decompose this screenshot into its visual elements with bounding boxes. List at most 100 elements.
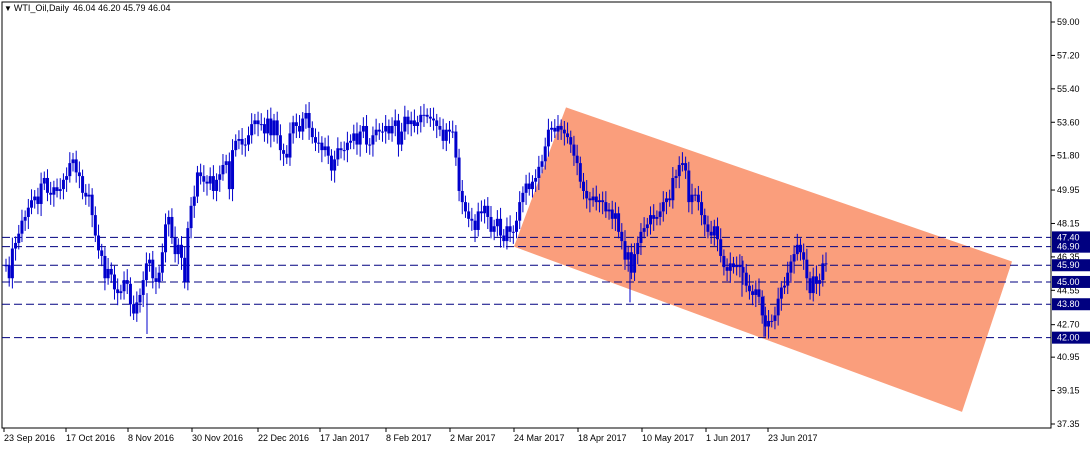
price-label-box[interactable] bbox=[1052, 275, 1090, 288]
candle-body bbox=[227, 161, 231, 190]
candle-body bbox=[298, 125, 302, 132]
candle-body bbox=[795, 244, 799, 255]
candle-body bbox=[52, 187, 56, 195]
candle-body bbox=[735, 265, 739, 268]
candle-body bbox=[416, 122, 420, 126]
candle-body bbox=[20, 220, 24, 234]
candle-body bbox=[629, 252, 633, 273]
candle-body bbox=[266, 118, 270, 134]
candle-body bbox=[620, 231, 624, 242]
candle-body bbox=[626, 252, 630, 260]
candle-body bbox=[183, 257, 187, 282]
candle-body bbox=[824, 263, 828, 265]
candle-body bbox=[607, 209, 611, 212]
candle-body bbox=[17, 233, 21, 243]
candle-body bbox=[100, 250, 104, 256]
candle-body bbox=[33, 196, 37, 201]
y-tick-label: 39.15 bbox=[1057, 386, 1080, 396]
candle-body bbox=[489, 216, 493, 232]
y-tick-label: 44.55 bbox=[1057, 285, 1080, 295]
candle-body bbox=[476, 211, 480, 230]
candle-body bbox=[645, 224, 649, 229]
candle-body bbox=[55, 187, 59, 191]
x-tick-label: 24 Mar 2017 bbox=[514, 433, 565, 443]
candle-body bbox=[282, 150, 286, 154]
y-tick-label: 53.60 bbox=[1057, 117, 1080, 127]
candle-body bbox=[291, 122, 295, 134]
regression-channel[interactable] bbox=[514, 107, 1012, 412]
candle-body bbox=[208, 176, 212, 184]
x-tick-label: 23 Sep 2016 bbox=[4, 433, 55, 443]
candle-body bbox=[460, 190, 464, 203]
candle-body bbox=[451, 131, 455, 133]
price-label-box[interactable] bbox=[1052, 231, 1090, 244]
candle-body bbox=[326, 146, 330, 156]
candle-body bbox=[457, 157, 461, 191]
candle-body bbox=[355, 133, 359, 145]
candle-body bbox=[339, 148, 343, 151]
price-label-box[interactable] bbox=[1052, 240, 1090, 253]
timeframe-label: Daily bbox=[48, 3, 69, 13]
candle-body bbox=[42, 177, 46, 184]
candle-body bbox=[432, 118, 436, 121]
x-tick-label: 8 Nov 2016 bbox=[128, 433, 174, 443]
candle-body bbox=[655, 216, 659, 219]
candle-body bbox=[234, 140, 238, 151]
candle-body bbox=[186, 228, 190, 282]
candle-body bbox=[90, 194, 94, 216]
candle-body bbox=[256, 120, 260, 125]
candle-body bbox=[601, 200, 605, 203]
candle-body bbox=[798, 244, 802, 253]
candle-body bbox=[680, 163, 684, 165]
candle-body bbox=[696, 194, 700, 203]
candle-body bbox=[116, 289, 120, 294]
candle-body bbox=[668, 198, 672, 201]
candle-body bbox=[307, 112, 311, 128]
x-tick-label: 17 Oct 2016 bbox=[66, 433, 115, 443]
candle-body bbox=[776, 298, 780, 316]
candle-body bbox=[387, 125, 391, 134]
candle-body bbox=[189, 205, 193, 229]
candle-body bbox=[269, 118, 273, 136]
price-label-box[interactable] bbox=[1052, 259, 1090, 272]
price-label-box[interactable] bbox=[1052, 298, 1090, 311]
candle-body bbox=[818, 280, 822, 284]
candle-body bbox=[738, 265, 742, 268]
candle-body bbox=[215, 179, 219, 191]
candle-body bbox=[304, 112, 308, 119]
candle-body bbox=[301, 118, 305, 132]
candle-body bbox=[157, 272, 161, 282]
candle-body bbox=[821, 263, 825, 281]
candle-body bbox=[515, 220, 519, 232]
candle-body bbox=[14, 242, 18, 249]
candle-body bbox=[365, 125, 369, 145]
candle-body bbox=[530, 181, 534, 190]
candle-body bbox=[559, 125, 563, 130]
candle-body bbox=[444, 129, 448, 141]
candle-body bbox=[237, 138, 241, 141]
candle-body bbox=[23, 216, 27, 221]
candle-body bbox=[243, 144, 247, 146]
candle-body bbox=[167, 216, 171, 225]
chart-title: ▼ WTI_Oil,Daily 46.04 46.20 45.79 46.04 bbox=[4, 3, 171, 13]
candle-body bbox=[617, 213, 621, 232]
candle-body bbox=[658, 211, 662, 217]
candle-body bbox=[77, 172, 81, 177]
candle-body bbox=[106, 268, 110, 279]
y-tick-label: 49.95 bbox=[1057, 185, 1080, 195]
candle-body bbox=[320, 142, 324, 151]
candle-body bbox=[7, 265, 11, 279]
candle-body bbox=[438, 125, 442, 130]
candle-body bbox=[349, 140, 353, 143]
price-label-box[interactable] bbox=[1052, 331, 1090, 344]
candle-body bbox=[448, 129, 452, 132]
candle-body bbox=[789, 261, 793, 273]
candle-body bbox=[671, 177, 675, 201]
dropdown-triangle-icon[interactable]: ▼ bbox=[4, 4, 12, 13]
candle-body bbox=[36, 196, 40, 204]
candle-body bbox=[527, 183, 531, 190]
candle-body bbox=[329, 155, 333, 171]
candle-body bbox=[747, 285, 751, 292]
